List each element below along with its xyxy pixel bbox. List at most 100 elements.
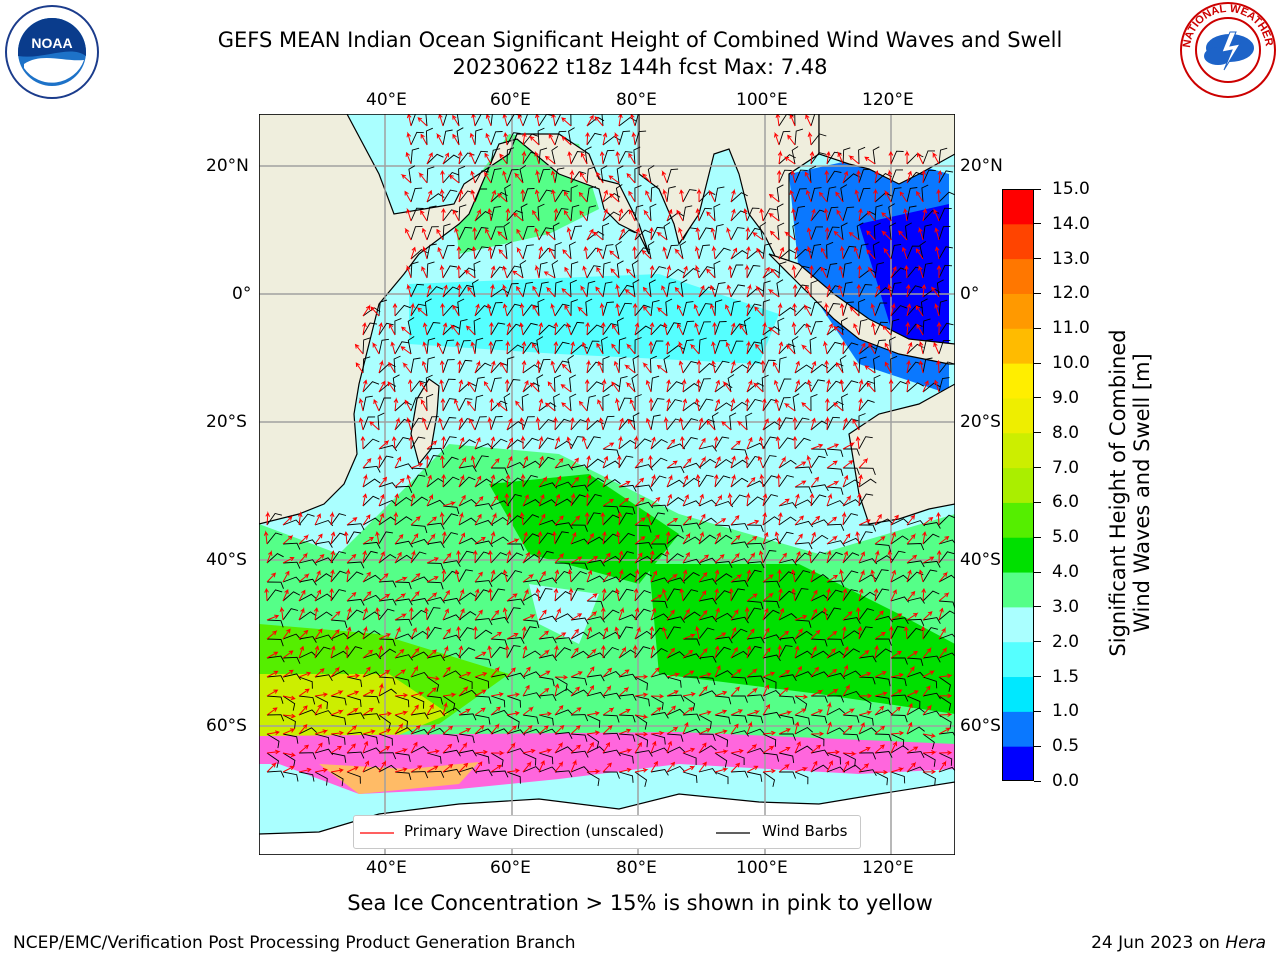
wind-barb	[874, 302, 888, 317]
wind-barb	[520, 203, 528, 222]
wind-barb	[616, 165, 624, 184]
wind-barb	[858, 399, 875, 412]
wave-direction-arrow	[696, 359, 702, 374]
wave-direction-arrow	[586, 626, 592, 640]
wave-direction-arrow	[792, 283, 798, 298]
wind-barb	[314, 674, 333, 682]
wave-direction-arrow	[393, 397, 399, 412]
wave-direction-arrow	[314, 692, 328, 697]
wind-barb	[378, 338, 389, 355]
wind-barb	[713, 260, 721, 279]
wave-direction-arrow	[728, 587, 734, 602]
wave-direction-arrow	[838, 284, 844, 298]
wind-barb	[394, 341, 409, 355]
wave-direction-arrow	[698, 513, 706, 526]
wave-direction-arrow	[298, 705, 308, 716]
wind-barb	[810, 695, 828, 703]
wind-barb	[746, 524, 764, 533]
wave-direction-arrow	[806, 379, 812, 393]
wave-direction-arrow	[531, 342, 540, 355]
wind-barb	[826, 766, 846, 773]
wave-direction-arrow	[345, 568, 351, 583]
wind-barb	[634, 695, 650, 707]
wave-direction-arrow	[551, 189, 556, 203]
wave-direction-arrow	[550, 170, 556, 184]
wind-barb	[490, 728, 510, 735]
wave-direction-arrow	[458, 708, 472, 716]
wind-barb	[570, 631, 589, 640]
wind-barb	[714, 321, 727, 336]
wind-barb	[632, 355, 640, 374]
wind-barb	[586, 381, 604, 393]
sea-ice-high	[319, 762, 479, 794]
wind-barb	[810, 152, 827, 165]
wind-barb	[442, 695, 456, 711]
wave-direction-arrow	[617, 511, 623, 526]
wind-barb	[554, 676, 568, 692]
wind-barb	[442, 614, 462, 621]
wind-barb	[504, 184, 511, 203]
wind-barb	[634, 524, 652, 533]
wind-barb	[522, 619, 540, 629]
wind-barb	[602, 149, 615, 165]
wave-direction-arrow	[455, 341, 461, 355]
colorbar-tick	[1034, 292, 1041, 294]
wind-barb	[536, 374, 544, 393]
wind-barb	[682, 676, 700, 684]
wind-barb	[282, 673, 301, 680]
wave-direction-arrow	[426, 474, 432, 488]
wind-barb	[426, 607, 441, 621]
wind-barb	[551, 260, 559, 279]
wind-barb	[890, 380, 907, 393]
wind-barb	[570, 750, 589, 758]
wave-direction-arrow	[936, 188, 941, 203]
wind-barb	[282, 542, 301, 550]
wind-barb	[537, 127, 545, 146]
wave-direction-arrow	[663, 416, 669, 431]
wind-barb	[394, 317, 402, 336]
wave-direction-arrow	[826, 549, 832, 564]
wave-direction-arrow	[634, 714, 649, 719]
wind-barb	[346, 751, 365, 759]
wave-direction-arrow	[417, 307, 428, 317]
wind-barb	[778, 249, 797, 260]
wave-direction-arrow	[330, 629, 340, 640]
wind-barb	[826, 486, 844, 495]
wave-direction-arrow	[362, 550, 367, 564]
wave-direction-arrow	[874, 744, 885, 754]
wave-direction-arrow	[570, 476, 579, 488]
wave-direction-arrow	[698, 455, 706, 469]
wind-barb	[936, 279, 944, 298]
wind-barb	[666, 281, 677, 298]
wave-direction-arrow	[599, 302, 605, 317]
wind-barb	[730, 523, 749, 531]
wind-barb	[426, 205, 437, 222]
wind-barb	[490, 478, 509, 488]
wave-direction-arrow	[650, 593, 663, 602]
wind-barb	[458, 498, 477, 507]
wind-barb	[538, 261, 548, 279]
wind-barb	[840, 317, 848, 336]
wave-direction-arrow	[474, 436, 481, 450]
wave-direction-arrow	[474, 571, 483, 583]
wave-direction-arrow	[682, 692, 696, 697]
wave-direction-arrow	[754, 306, 764, 317]
wave-direction-arrow	[314, 767, 328, 773]
wave-direction-arrow	[666, 474, 673, 488]
wind-barb	[634, 572, 653, 583]
wave-direction-arrow	[504, 378, 510, 393]
wave-direction-arrow	[713, 436, 719, 450]
wind-barb	[746, 265, 761, 279]
wave-direction-arrow	[602, 706, 615, 716]
wave-direction-arrow	[783, 403, 796, 412]
wind-barb	[266, 752, 280, 768]
wind-barb	[442, 733, 460, 743]
wind-barb	[666, 694, 685, 702]
wave-direction-arrow	[778, 747, 791, 754]
wind-barb	[538, 418, 555, 431]
wave-direction-arrow	[506, 437, 513, 450]
wind-barb	[330, 619, 348, 629]
wind-barb	[858, 531, 873, 545]
wave-direction-arrow	[442, 666, 451, 678]
wind-barb	[554, 208, 569, 222]
